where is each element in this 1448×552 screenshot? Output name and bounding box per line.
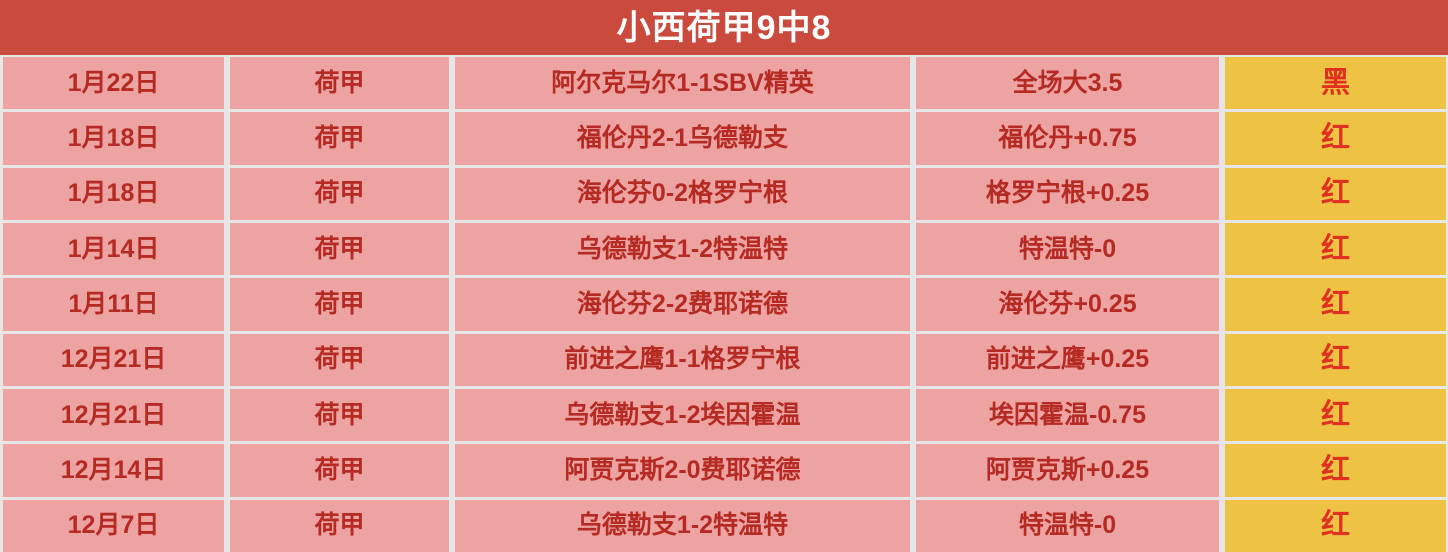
cell-result: 红 (1222, 222, 1448, 276)
records-table: 1月22日 荷甲 阿尔克马尔1-1SBV精英 全场大3.5 黑 1月18日 荷甲… (0, 55, 1448, 552)
table-row: 12月21日 荷甲 乌德勒支1-2埃因霍温 埃因霍温-0.75 红 (0, 385, 1448, 442)
cell-match: 海伦芬0-2格罗宁根 (452, 167, 913, 220)
cell-result: 红 (1222, 388, 1448, 442)
table-row: 1月18日 荷甲 福伦丹2-1乌德勒支 福伦丹+0.75 红 (0, 109, 1448, 165)
table-row: 1月18日 荷甲 海伦芬0-2格罗宁根 格罗宁根+0.25 红 (0, 164, 1448, 220)
cell-date: 1月11日 (0, 278, 227, 331)
cell-bet: 全场大3.5 (913, 57, 1222, 110)
cell-match: 乌德勒支1-2特温特 (452, 222, 913, 276)
cell-bet: 前进之鹰+0.25 (913, 333, 1222, 386)
cell-bet: 特温特-0 (913, 499, 1222, 552)
cell-league: 荷甲 (227, 499, 452, 552)
cell-date: 1月18日 (0, 167, 227, 220)
cell-match: 阿贾克斯2-0费耶诺德 (452, 444, 913, 497)
cell-date: 1月14日 (0, 222, 227, 276)
table-row: 1月22日 荷甲 阿尔克马尔1-1SBV精英 全场大3.5 黑 (0, 55, 1448, 110)
cell-league: 荷甲 (227, 388, 452, 442)
cell-match: 乌德勒支1-2特温特 (452, 499, 913, 552)
table-row: 1月14日 荷甲 乌德勒支1-2特温特 特温特-0 红 (0, 219, 1448, 276)
cell-match: 福伦丹2-1乌德勒支 (452, 112, 913, 165)
cell-date: 12月21日 (0, 388, 227, 442)
cell-result: 红 (1222, 333, 1448, 386)
page-title: 小西荷甲9中8 (616, 8, 832, 47)
cell-date: 1月22日 (0, 57, 227, 110)
cell-bet: 阿贾克斯+0.25 (913, 444, 1222, 497)
cell-date: 12月7日 (0, 499, 227, 552)
table-row: 12月7日 荷甲 乌德勒支1-2特温特 特温特-0 红 (0, 496, 1448, 552)
cell-bet: 埃因霍温-0.75 (913, 388, 1222, 442)
cell-match: 乌德勒支1-2埃因霍温 (452, 388, 913, 442)
cell-league: 荷甲 (227, 57, 452, 110)
cell-league: 荷甲 (227, 333, 452, 386)
cell-match: 海伦芬2-2费耶诺德 (452, 278, 913, 331)
cell-bet: 海伦芬+0.25 (913, 278, 1222, 331)
cell-date: 1月18日 (0, 112, 227, 165)
cell-match: 前进之鹰1-1格罗宁根 (452, 333, 913, 386)
cell-bet: 特温特-0 (913, 222, 1222, 276)
cell-result: 红 (1222, 499, 1448, 552)
board-title-bar: 小西荷甲9中8 (0, 0, 1448, 55)
cell-result: 黑 (1222, 57, 1448, 110)
cell-result: 红 (1222, 167, 1448, 220)
cell-match: 阿尔克马尔1-1SBV精英 (452, 57, 913, 110)
cell-bet: 福伦丹+0.75 (913, 112, 1222, 165)
cell-league: 荷甲 (227, 222, 452, 276)
cell-date: 12月14日 (0, 444, 227, 497)
table-row: 12月21日 荷甲 前进之鹰1-1格罗宁根 前进之鹰+0.25 红 (0, 330, 1448, 386)
cell-result: 红 (1222, 112, 1448, 165)
cell-league: 荷甲 (227, 444, 452, 497)
cell-date: 12月21日 (0, 333, 227, 386)
cell-league: 荷甲 (227, 112, 452, 165)
table-row: 1月11日 荷甲 海伦芬2-2费耶诺德 海伦芬+0.25 红 (0, 275, 1448, 331)
cell-result: 红 (1222, 278, 1448, 331)
cell-bet: 格罗宁根+0.25 (913, 167, 1222, 220)
table-row: 12月14日 荷甲 阿贾克斯2-0费耶诺德 阿贾克斯+0.25 红 (0, 441, 1448, 497)
cell-league: 荷甲 (227, 278, 452, 331)
cell-league: 荷甲 (227, 167, 452, 220)
cell-result: 红 (1222, 444, 1448, 497)
